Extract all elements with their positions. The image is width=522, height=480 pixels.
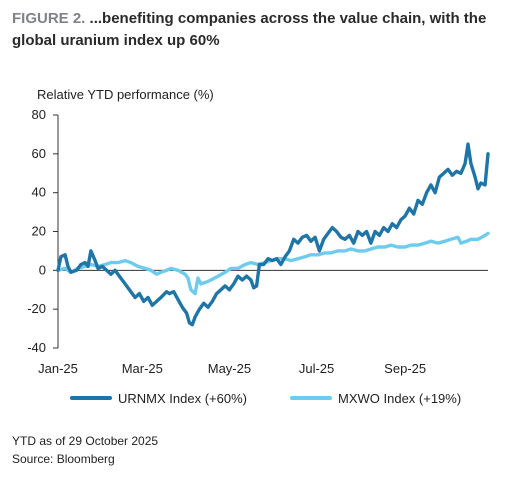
- y-tick-label: 40: [32, 185, 46, 200]
- figure-label: FIGURE 2.: [12, 10, 86, 27]
- series-line-mxwo: [56, 231, 490, 296]
- y-tick-label: 0: [39, 262, 46, 277]
- y-axis-label: Relative YTD performance (%): [37, 87, 214, 102]
- x-tick-label: Mar-25: [122, 361, 163, 376]
- legend-item-urnmx: URNMX Index (+60%): [70, 388, 247, 408]
- footer: YTD as of 29 October 2025 Source: Bloomb…: [12, 432, 158, 468]
- figure-title: FIGURE 2. ...benefiting companies across…: [12, 8, 512, 52]
- y-tick-label: 80: [32, 107, 46, 122]
- legend-swatch-urnmx: [70, 396, 112, 400]
- x-tick-label: May-25: [208, 361, 251, 376]
- footer-source: Source: Bloomberg: [12, 452, 115, 466]
- series-line-urnmx: [56, 142, 490, 327]
- legend-label-mxwo: MXWO Index (+19%): [338, 390, 462, 406]
- x-tick-label: Jan-25: [38, 361, 78, 376]
- footer-note: YTD as of 29 October 2025: [12, 434, 159, 448]
- legend-label-urnmx: URNMX Index (+60%): [118, 390, 247, 406]
- legend-swatch-mxwo: [290, 396, 332, 400]
- y-tick-label: 20: [32, 224, 46, 239]
- y-tick-label: -40: [27, 340, 46, 355]
- y-tick-label: -20: [27, 301, 46, 316]
- figure-title-text: ...benefiting companies across the value…: [12, 10, 487, 49]
- x-tick-label: Sep-25: [384, 361, 426, 376]
- legend-item-mxwo: MXWO Index (+19%): [290, 388, 461, 408]
- y-tick-label: 60: [32, 146, 46, 161]
- x-tick-label: Jul-25: [299, 361, 334, 376]
